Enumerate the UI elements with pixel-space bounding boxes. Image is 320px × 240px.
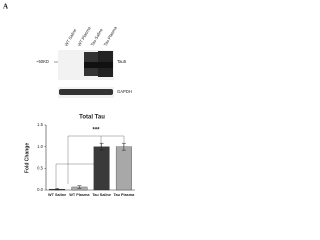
y-axis-label: Fold Change <box>24 143 30 173</box>
bar <box>93 146 110 191</box>
y-tick-label: 0.5 <box>37 165 43 170</box>
panel-label: A <box>3 3 8 11</box>
x-tick-label: WT Plasma <box>69 193 90 197</box>
significance: *** <box>92 128 100 134</box>
lane-label: Tau Plasma <box>102 25 118 47</box>
x-tick-label: WT Saline <box>48 193 66 197</box>
significance-bracket <box>55 135 125 188</box>
error-bar <box>77 185 82 189</box>
marker-label: ~50KD <box>36 59 49 64</box>
error-bar <box>99 142 104 151</box>
x-tick-label: Tau Saline <box>92 193 111 197</box>
y-tick-label: 1.5 <box>37 122 43 127</box>
band-label: GAPDH <box>117 89 132 94</box>
bar <box>115 146 132 191</box>
band <box>84 62 113 68</box>
band <box>59 89 113 95</box>
figure: A WT Saline WT Plasma Tau Saline Tau Pla… <box>3 3 135 197</box>
lane-labels: WT Saline WT Plasma Tau Saline Tau Plasm… <box>63 25 118 47</box>
band-label: Tau5 <box>117 59 127 64</box>
y-tick-label: 0.0 <box>37 187 43 192</box>
error-bar <box>121 142 126 151</box>
chart-title: Total Tau <box>79 115 105 121</box>
x-tick-label: Tau Plasma <box>113 193 135 197</box>
y-tick-label: 1.0 <box>37 144 43 149</box>
error-bar <box>55 188 60 191</box>
